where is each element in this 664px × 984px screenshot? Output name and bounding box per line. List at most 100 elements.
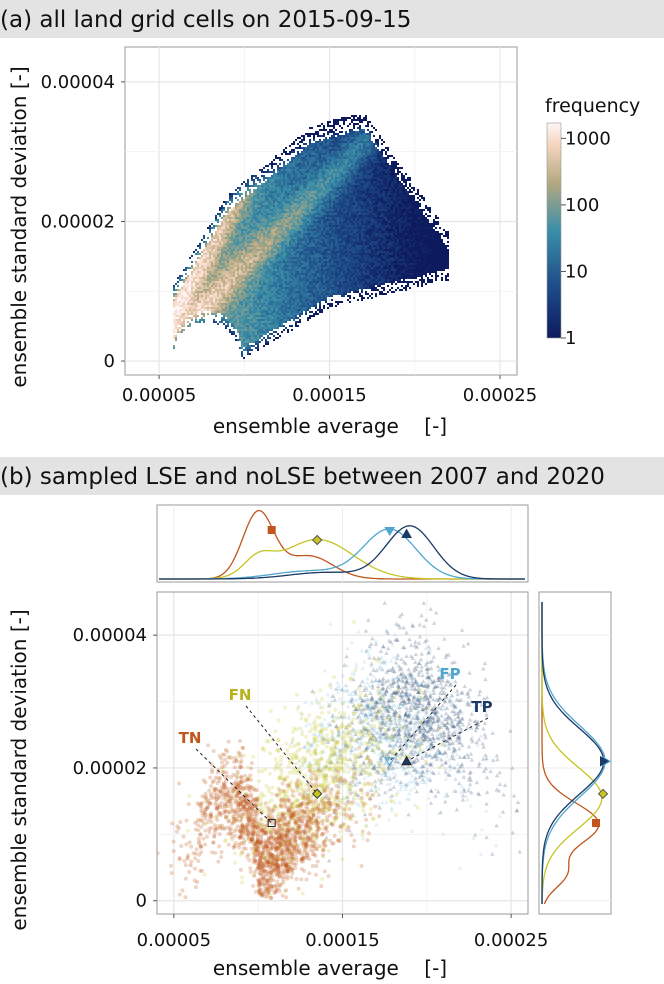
heatmap-cell [277,301,279,303]
heatmap-cell [259,283,261,285]
heatmap-cell [249,239,251,241]
heatmap-cell [315,199,317,201]
heatmap-cell [237,311,239,313]
heatmap-cell [197,291,199,293]
heatmap-cell [265,257,267,259]
heatmap-cell [279,181,281,183]
heatmap-cell [309,185,311,187]
heatmap-cell [251,233,253,235]
heatmap-cell [241,215,243,217]
heatmap-cell [259,257,261,259]
heatmap-cell [207,253,209,255]
heatmap-cell [223,257,225,259]
heatmap-cell [271,223,273,225]
heatmap-cell [241,283,243,285]
heatmap-cell [293,253,295,255]
heatmap-cell [245,291,247,293]
heatmap-cell [283,253,285,255]
heatmap-cell [305,175,307,177]
heatmap-cell [323,271,325,273]
heatmap-cell [297,285,299,287]
heatmap-cell [199,271,201,273]
heatmap-cell [287,283,289,285]
heatmap-cell [273,231,275,233]
heatmap-cell [195,273,197,275]
heatmap-cell [287,271,289,273]
heatmap-cell [257,221,259,223]
heatmap-cell [321,229,323,231]
heatmap-cell [247,179,249,181]
heatmap-cell [267,321,269,323]
heatmap-cell [281,223,283,225]
heatmap-cell [249,211,251,213]
heatmap-cell [279,319,281,321]
heatmap-cell [319,311,321,313]
heatmap-cell [303,265,305,267]
heatmap-cell [269,295,271,297]
heatmap-cell [309,249,311,251]
heatmap-cell [295,325,297,327]
heatmap-cell [227,215,229,217]
heatmap-cell [209,309,211,311]
heatmap-cell [317,281,319,283]
heatmap-cell [307,171,309,173]
heatmap-cell [289,207,291,209]
heatmap-cell [319,205,321,207]
heatmap-cell [283,303,285,305]
heatmap-cell [321,169,323,171]
heatmap-cell [309,273,311,275]
heatmap-cell [243,311,245,313]
heatmap-cell [251,195,253,197]
heatmap-cell [229,295,231,297]
heatmap-cell [235,257,237,259]
heatmap-cell [261,205,263,207]
heatmap-cell [291,189,293,191]
heatmap-cell [287,297,289,299]
heatmap-cell [287,153,289,155]
heatmap-cell [249,309,251,311]
heatmap-cell [237,221,239,223]
heatmap-cell [319,275,321,277]
heatmap-cell [307,223,309,225]
heatmap-cell [283,281,285,283]
heatmap-cell [237,287,239,289]
heatmap-cell [293,163,295,165]
heatmap-cell [305,245,307,247]
heatmap-cell [281,279,283,281]
heatmap-cell [213,251,215,253]
heatmap-cell [219,253,221,255]
heatmap-cell [273,317,275,319]
heatmap-cell [247,221,249,223]
heatmap-cell [279,317,281,319]
heatmap-cell [189,289,191,291]
heatmap-cell [295,167,297,169]
heatmap-cell [273,285,275,287]
heatmap-cell [245,195,247,197]
heatmap-cell [317,207,319,209]
heatmap-cell [185,289,187,291]
heatmap-cell [263,259,265,261]
heatmap-cell [239,187,241,189]
heatmap-cell [265,219,267,221]
heatmap-cell [179,301,181,303]
heatmap-cell [215,259,217,261]
heatmap-cell [309,199,311,201]
heatmap-cell [321,177,323,179]
heatmap-cell [251,339,253,341]
heatmap-cell [297,201,299,203]
heatmap-cell [297,237,299,239]
heatmap-cell [291,187,293,189]
heatmap-cell [213,285,215,287]
heatmap-cell [173,317,175,319]
heatmap-cell [225,301,227,303]
heatmap-cell [299,163,301,165]
heatmap-cell [275,193,277,195]
heatmap-cell [229,199,231,201]
heatmap-cell [321,215,323,217]
heatmap-cell [227,237,229,239]
heatmap-cell [273,225,275,227]
heatmap-cell [269,163,271,165]
heatmap-cell [253,329,255,331]
heatmap-cell [253,281,255,283]
heatmap-cell [311,185,313,187]
